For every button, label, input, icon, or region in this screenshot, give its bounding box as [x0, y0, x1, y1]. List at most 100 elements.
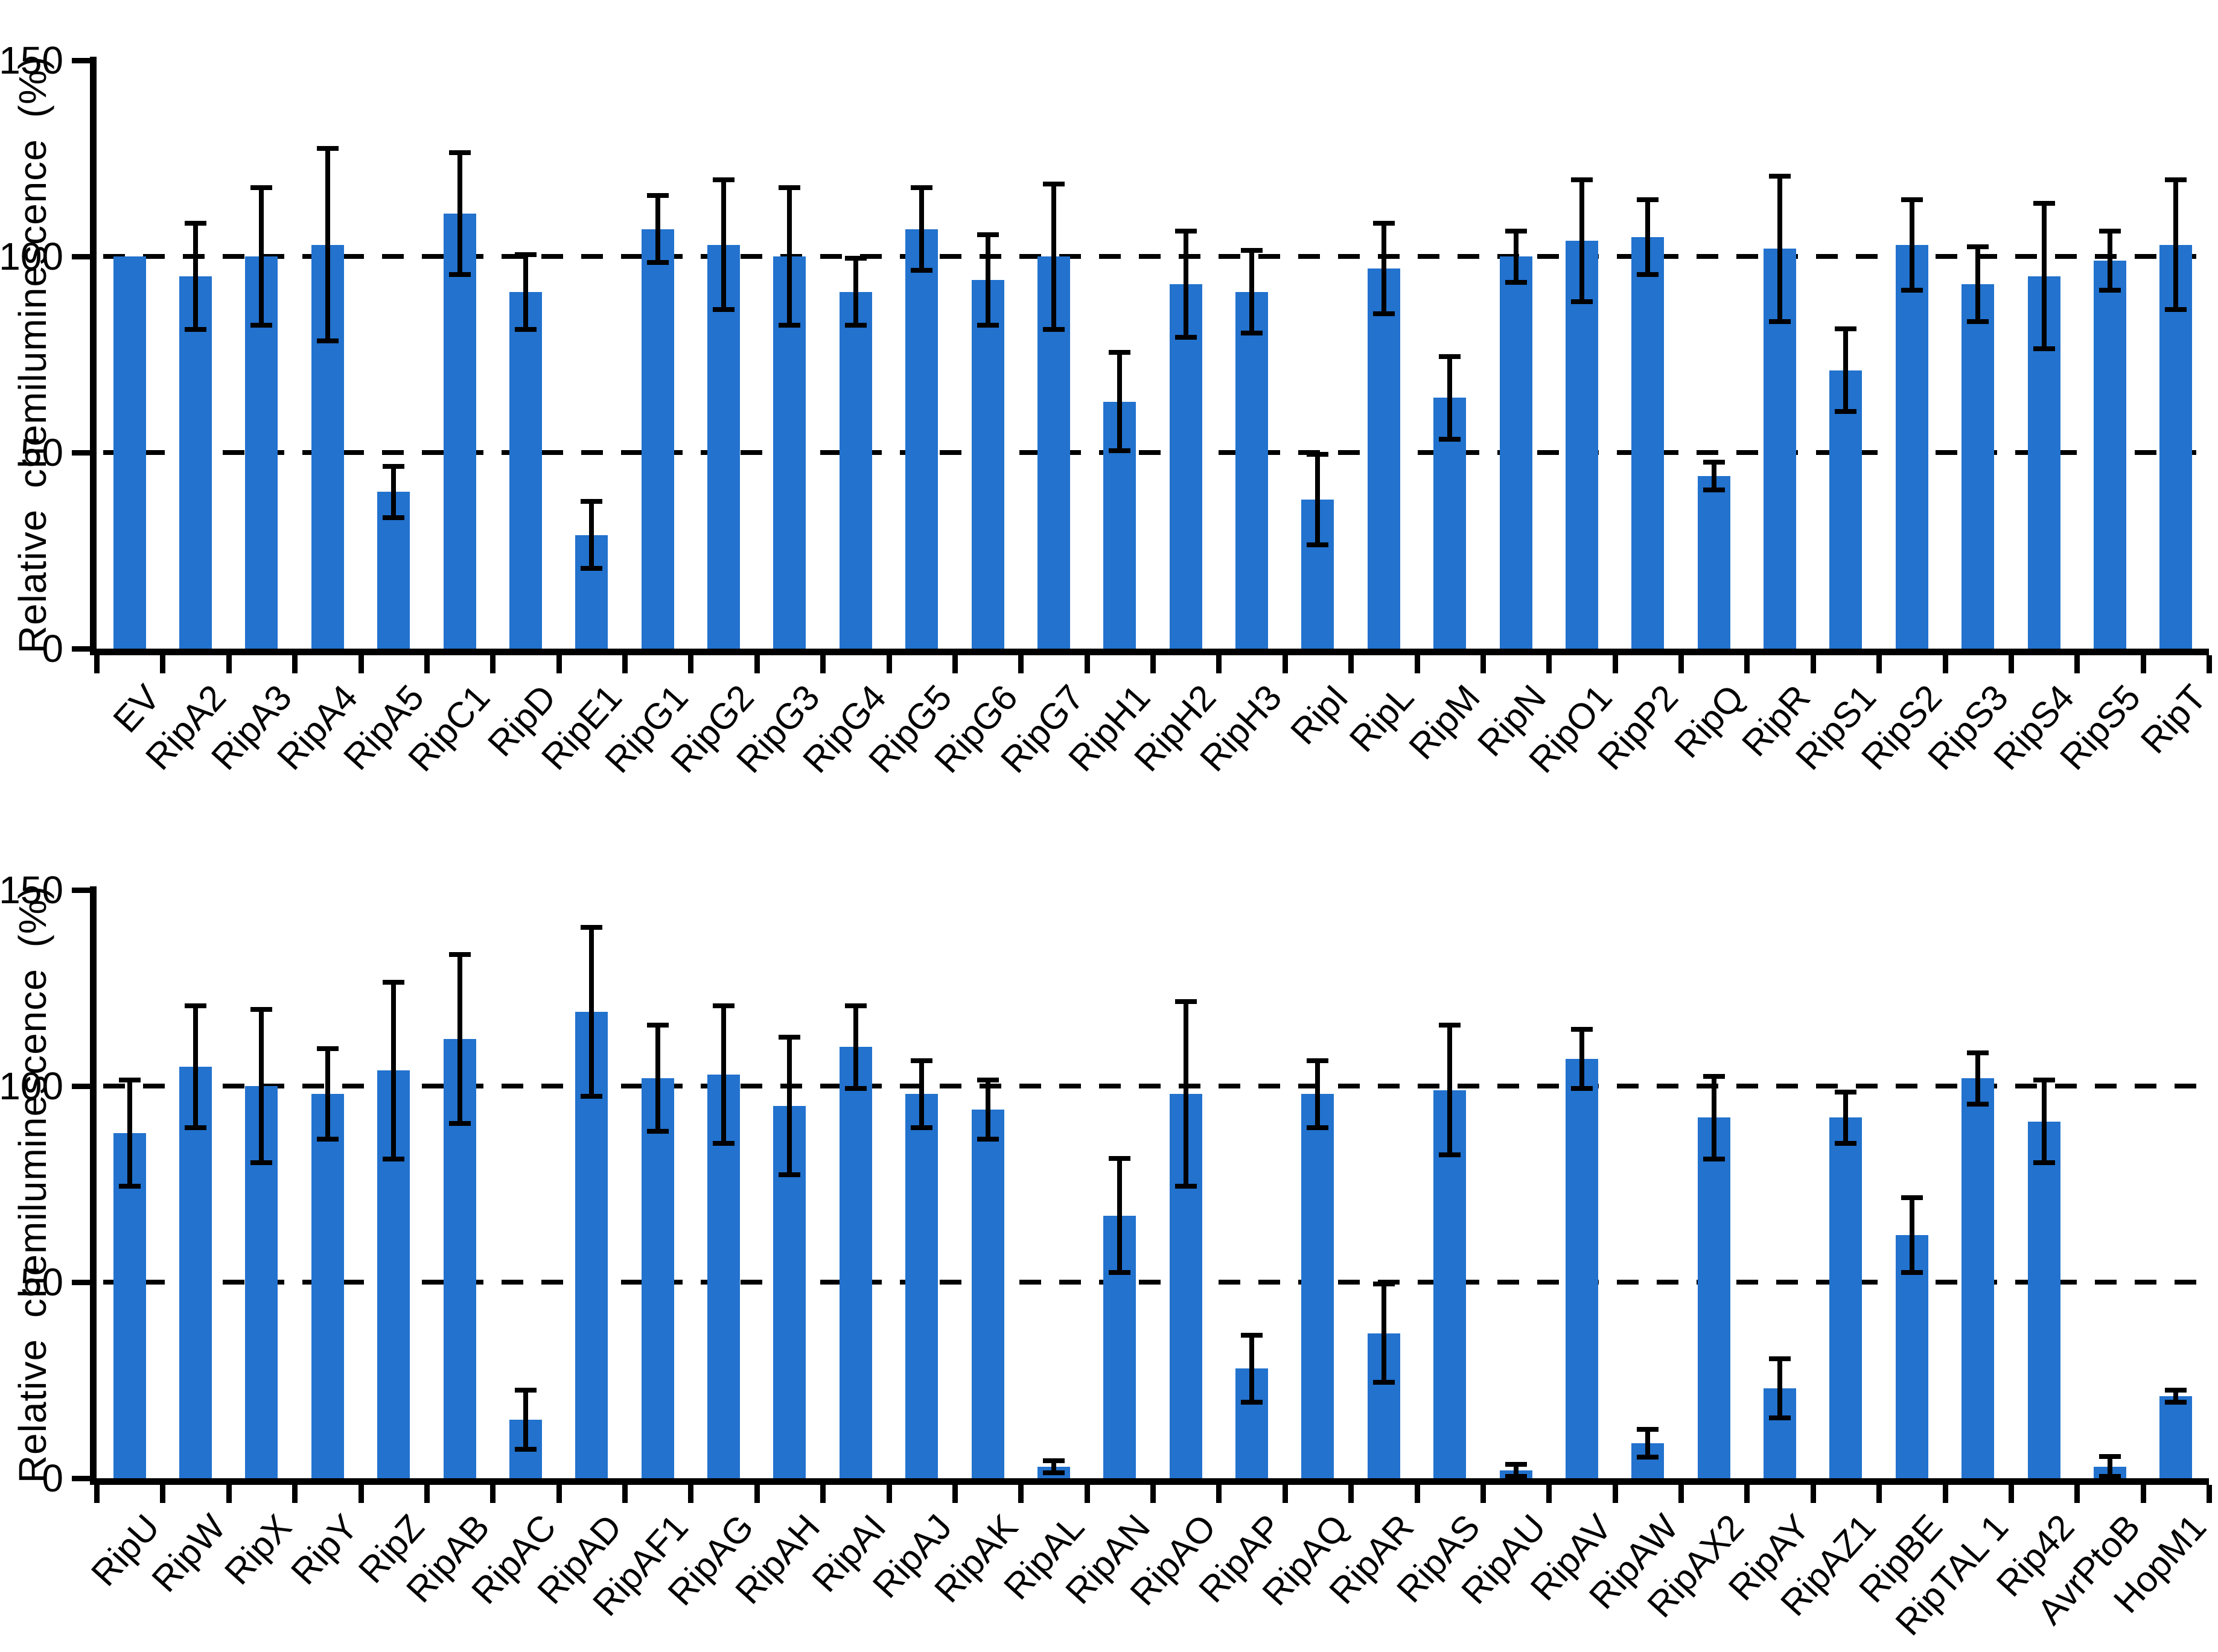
- error-cap-top-RipTAL 1: [1967, 1050, 1989, 1055]
- error-bar-RipAO: [1183, 1000, 1188, 1188]
- error-cap-top-RipG3: [779, 185, 801, 190]
- error-cap-top-RipAK: [977, 1078, 999, 1082]
- error-cap-top-RipA2: [185, 220, 207, 226]
- error-cap-bottom-HopM1: [2165, 1399, 2187, 1405]
- error-bar-RipAR: [1381, 1282, 1386, 1384]
- y-tick-label-50: 50: [20, 1260, 63, 1304]
- error-bar-RipAF1: [655, 1023, 660, 1133]
- error-cap-bottom-RipN: [1505, 279, 1527, 285]
- x-axis-label-RipT: RipT: [2132, 677, 2214, 761]
- bar-RipS5: [2093, 260, 2126, 649]
- error-cap-bottom-RipG6: [977, 323, 999, 328]
- error-cap-top-RipAC: [514, 1387, 537, 1393]
- x-tick: [226, 1485, 232, 1503]
- error-cap-top-RipT: [2165, 177, 2187, 182]
- bar-RipW: [179, 1066, 212, 1478]
- error-bar-RipG5: [919, 186, 925, 272]
- x-tick: [1744, 655, 1750, 673]
- error-bar-RipAL: [1051, 1458, 1056, 1475]
- error-cap-top-RipAI: [844, 1003, 867, 1008]
- x-tick: [1216, 1485, 1222, 1503]
- error-cap-top-RipG7: [1042, 181, 1065, 186]
- bar-RipAZ1: [1829, 1117, 1863, 1478]
- x-tick: [94, 655, 100, 673]
- x-tick: [1876, 655, 1882, 673]
- error-cap-bottom-RipS2: [1901, 287, 1923, 293]
- error-cap-top-RipE1: [581, 499, 603, 504]
- error-bar-RipY: [325, 1047, 330, 1141]
- error-cap-bottom-RipS3: [1967, 319, 1989, 324]
- error-bar-RipR: [1777, 174, 1783, 323]
- error-cap-top-RipG2: [713, 177, 735, 182]
- x-axis-label-RipM: RipM: [1401, 677, 1488, 767]
- x-tick: [886, 655, 892, 673]
- dashed-gridline-50: [103, 450, 2209, 455]
- x-tick: [1546, 655, 1552, 673]
- error-bar-RipT: [2173, 178, 2179, 311]
- error-cap-bottom-RipAY: [1769, 1415, 1791, 1420]
- error-cap-top-RipAU: [1505, 1462, 1527, 1467]
- error-bar-RipG7: [1051, 182, 1056, 331]
- x-tick: [1942, 1485, 1948, 1503]
- bar-RipAQ: [1301, 1094, 1334, 1478]
- error-cap-top-RipAX2: [1703, 1073, 1725, 1079]
- error-bar-Rip42: [2041, 1078, 2047, 1164]
- error-cap-bottom-AvrPtoB: [2098, 1474, 2121, 1479]
- y-tick-label-100: 100: [0, 1064, 63, 1108]
- error-cap-bottom-RipE1: [581, 566, 603, 571]
- error-cap-top-RipAG: [713, 1003, 735, 1008]
- error-cap-top-RipZ: [383, 979, 405, 985]
- y-axis-line: [90, 886, 97, 1485]
- x-tick: [160, 655, 166, 673]
- y-axis-title: Relative chemiluminescence (%): [11, 885, 54, 1483]
- error-cap-top-RipAJ: [911, 1058, 933, 1063]
- error-bar-RipAP: [1249, 1333, 1255, 1404]
- error-cap-top-RipAD: [581, 924, 603, 930]
- bar-RipT: [2159, 244, 2193, 649]
- bar-RipA2: [179, 276, 212, 649]
- error-bar-RipAN: [1117, 1157, 1123, 1274]
- error-bar-RipW: [193, 1003, 199, 1129]
- bar-RipTAL 1: [1961, 1078, 1995, 1478]
- x-tick: [1876, 1485, 1882, 1503]
- error-cap-bottom-RipC1: [448, 272, 471, 277]
- x-tick: [2074, 655, 2080, 673]
- error-cap-top-RipG1: [646, 193, 669, 198]
- x-tick: [886, 1485, 892, 1503]
- x-tick: [160, 1485, 166, 1503]
- error-bar-RipAG: [721, 1003, 727, 1145]
- bar-RipAJ: [905, 1094, 939, 1478]
- error-cap-bottom-RipAO: [1174, 1184, 1197, 1189]
- bar-RipBE: [1895, 1235, 1928, 1478]
- bar-RipG1: [641, 229, 674, 649]
- error-bar-RipAB: [457, 953, 462, 1125]
- error-cap-top-RipU: [118, 1078, 141, 1082]
- bar-RipH3: [1235, 291, 1269, 649]
- y-tick-0: [72, 646, 90, 652]
- error-cap-top-RipAL: [1042, 1458, 1065, 1463]
- error-bar-RipP2: [1645, 197, 1651, 276]
- x-tick: [754, 655, 760, 673]
- error-cap-bottom-RipAW: [1637, 1454, 1659, 1460]
- x-axis-label-RipI: RipI: [1283, 677, 1356, 752]
- x-tick: [1150, 1485, 1156, 1503]
- error-cap-bottom-RipG5: [911, 268, 933, 273]
- x-tick: [1084, 655, 1090, 673]
- error-cap-top-RipA4: [316, 146, 339, 151]
- error-cap-bottom-RipAI: [844, 1085, 867, 1091]
- error-cap-top-RipH1: [1109, 350, 1131, 355]
- error-bar-RipM: [1447, 354, 1453, 441]
- x-tick: [1810, 1485, 1816, 1503]
- error-cap-top-RipM: [1439, 354, 1461, 359]
- error-bar-HopM1: [2173, 1388, 2179, 1404]
- error-cap-bottom-RipAC: [514, 1446, 537, 1452]
- bottom-chart: RipU RipW RipX RipY RipZ RipAB RipAC RipAD RipAF…: [0, 845, 2218, 1652]
- x-tick: [2008, 1485, 2014, 1503]
- x-tick: [1810, 655, 1816, 673]
- bar-HopM1: [2159, 1396, 2193, 1478]
- x-tick: [1678, 655, 1684, 673]
- x-tick: [2207, 655, 2212, 673]
- error-bar-RipG6: [985, 233, 990, 327]
- x-axis-label-RipQ: RipQ: [1666, 677, 1752, 766]
